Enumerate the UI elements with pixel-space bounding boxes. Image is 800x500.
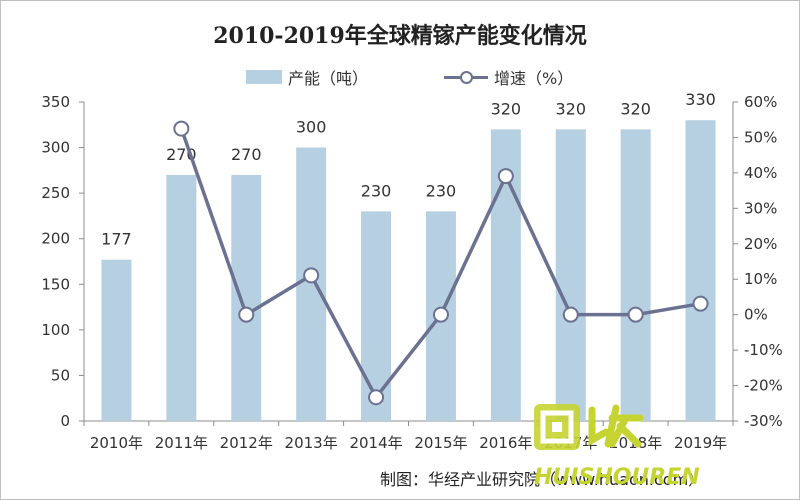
x-tick-label: 2013年 (285, 434, 338, 452)
x-tick-label: 2019年 (674, 434, 727, 452)
bar-capacity (620, 129, 651, 422)
bar-data-label: 320 (620, 99, 651, 118)
x-tick-label: 2014年 (349, 434, 402, 452)
y-right-tick-label: 10% (744, 270, 777, 288)
legend-item-growth: 增速（%） (444, 65, 573, 89)
bar-data-label: 330 (685, 90, 716, 109)
y-left-tick-label: 150 (41, 275, 70, 293)
bar-capacity (685, 120, 716, 421)
bar-capacity (166, 174, 197, 421)
y-right-tick-label: -10% (744, 341, 783, 359)
growth-point (692, 295, 709, 312)
legend-item-capacity: 产能（吨） (246, 65, 368, 89)
y-right-tick-label: 50% (744, 128, 777, 146)
bar-data-label: 177 (101, 230, 132, 249)
growth-point (432, 306, 449, 323)
growth-point (303, 267, 320, 284)
legend-swatch-capacity (246, 70, 282, 84)
bar-data-label: 320 (555, 99, 586, 118)
y-right-tick-label: 60% (744, 93, 777, 111)
growth-point (562, 306, 579, 323)
y-left-tick-label: 50 (51, 366, 70, 384)
x-tick-label: 2015年 (414, 434, 467, 452)
x-tick-label: 2010年 (90, 434, 143, 452)
legend-label-capacity: 产能（吨） (288, 69, 369, 88)
y-right-tick-label: 0% (744, 306, 768, 324)
x-tick-label: 2016年 (479, 434, 532, 452)
legend-swatch-growth (444, 70, 488, 84)
y-right-tick-label: -30% (744, 412, 783, 430)
y-left-tick-label: 200 (41, 230, 70, 248)
source-credit: 制图：华经产业研究院（www.huaon.com） (380, 470, 705, 489)
svg-text:HUISHOUREN: HUISHOUREN (534, 465, 700, 490)
y-left-tick-label: 100 (41, 321, 70, 339)
chart-legend: 产能（吨） 增速（%） (0, 65, 800, 91)
growth-point (173, 120, 190, 137)
x-tick-label: 2011年 (155, 434, 208, 452)
bar-capacity (101, 259, 132, 421)
bar-data-label: 230 (426, 181, 457, 200)
y-left-tick-label: 0 (60, 412, 70, 430)
y-right-tick-label: 20% (744, 235, 777, 253)
x-tick-label: 2012年 (220, 434, 273, 452)
bar-data-label: 270 (231, 145, 262, 164)
legend-label-growth: 增速（%） (494, 69, 574, 88)
bar-data-label: 230 (361, 181, 392, 200)
bar-data-label: 320 (491, 99, 522, 118)
bar-capacity (231, 174, 262, 421)
growth-point (627, 306, 644, 323)
y-left-tick-label: 250 (41, 184, 70, 202)
bar-capacity (555, 129, 586, 422)
y-right-tick-label: -20% (744, 377, 783, 395)
bar-data-label: 300 (296, 118, 327, 137)
growth-point (238, 306, 255, 323)
y-right-tick-label: 40% (744, 164, 777, 182)
growth-point (497, 168, 514, 185)
y-left-tick-label: 300 (41, 139, 70, 157)
y-left-tick-label: 350 (41, 93, 70, 111)
watermark-logo: HUISHOUREN (534, 404, 700, 490)
chart-title: 2010-2019年全球精镓产能变化情况 (213, 23, 587, 49)
growth-point (368, 389, 385, 406)
bar-capacity (296, 147, 327, 422)
y-right-tick-label: 30% (744, 199, 777, 217)
